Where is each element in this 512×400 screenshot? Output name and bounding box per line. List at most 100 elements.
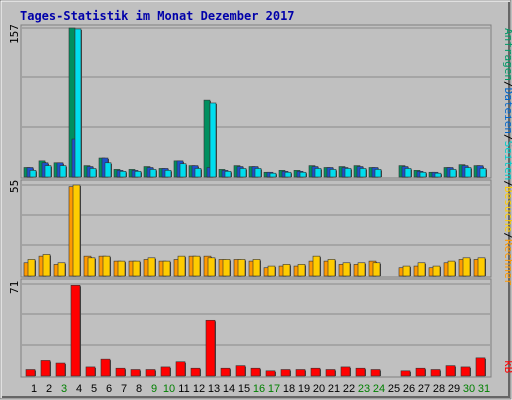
panel-mid-ymax-label: 55 bbox=[8, 180, 21, 193]
bar-seiten-day-8 bbox=[134, 171, 142, 178]
bar-seiten-day-11 bbox=[179, 163, 187, 178]
x-tick-label-day-19: 19 bbox=[298, 383, 310, 395]
bar-kb-day-24 bbox=[370, 369, 381, 377]
x-tick-label-day-2: 2 bbox=[46, 383, 52, 395]
x-tick-label-day-22: 22 bbox=[343, 383, 355, 395]
bar-kb-day-20 bbox=[310, 367, 321, 377]
legend-entry: Anfragen bbox=[502, 28, 512, 81]
bar-seiten-day-14 bbox=[224, 171, 232, 178]
bar-besuche-day-11 bbox=[177, 255, 186, 277]
x-tick-label-day-26: 26 bbox=[403, 383, 415, 395]
panel-kilobytes: 71 kB bbox=[8, 278, 512, 378]
x-tick-label-day-14: 14 bbox=[223, 383, 235, 395]
x-tick-label-day-5: 5 bbox=[91, 383, 97, 395]
panel-bot-area bbox=[20, 278, 492, 378]
bar-besuche-day-2 bbox=[42, 254, 51, 277]
bar-besuche-day-20 bbox=[312, 255, 321, 277]
x-tick-label-day-17: 17 bbox=[268, 383, 280, 395]
bar-seiten-day-27 bbox=[419, 171, 427, 178]
bar-besuche-day-26 bbox=[402, 265, 411, 277]
panel-bot-ymax-label: 71 bbox=[8, 281, 21, 294]
bar-kb-day-26 bbox=[400, 370, 411, 377]
bar-kb-day-8 bbox=[130, 369, 141, 377]
bar-besuche-day-5 bbox=[87, 257, 96, 277]
bar-besuche-day-9 bbox=[147, 257, 156, 277]
bar-seiten-day-31 bbox=[479, 168, 487, 178]
bar-besuche-day-24 bbox=[372, 262, 381, 277]
legend-entry: / bbox=[502, 180, 512, 187]
bar-kb-day-15 bbox=[235, 365, 246, 377]
bar-seiten-day-18 bbox=[284, 171, 292, 178]
bar-kb-day-29 bbox=[445, 365, 456, 377]
panel-top-legend: Anfragen/Dateien/Seiten/ bbox=[502, 28, 512, 187]
bar-kb-day-3 bbox=[55, 362, 66, 377]
bar-seiten-day-5 bbox=[89, 168, 97, 178]
bar-seiten-day-29 bbox=[449, 169, 457, 178]
panel-bot-bars bbox=[25, 284, 486, 377]
legend-entry: / bbox=[502, 81, 512, 88]
bar-kb-day-9 bbox=[145, 369, 156, 377]
x-axis-day-labels: 1 2 3 4 5 6 7 8 9 10 11 12 13 14 15 16 17 18 19 20 21 22 23 24 2… bbox=[31, 383, 490, 395]
bar-kb-day-18 bbox=[280, 369, 291, 377]
bar-kb-day-11 bbox=[175, 361, 186, 377]
bar-besuche-day-7 bbox=[117, 260, 126, 277]
x-tick-label-day-3: 3 bbox=[61, 383, 67, 395]
x-tick-label-day-8: 8 bbox=[136, 383, 142, 395]
bar-besuche-day-10 bbox=[162, 260, 171, 277]
bar-kb-day-19 bbox=[295, 369, 306, 377]
bar-kb-day-31 bbox=[475, 357, 486, 377]
x-tick-label-day-31: 31 bbox=[478, 383, 490, 395]
bar-besuche-day-13 bbox=[207, 257, 216, 277]
bar-seiten-day-26 bbox=[404, 168, 412, 178]
bar-besuche-day-18 bbox=[282, 264, 291, 277]
bar-besuche-day-29 bbox=[447, 260, 456, 277]
bar-besuche-day-31 bbox=[477, 257, 486, 277]
legend-entry: / bbox=[502, 134, 512, 141]
x-tick-label-day-6: 6 bbox=[106, 383, 112, 395]
bar-besuche-day-1 bbox=[27, 259, 36, 277]
panel-mid-bars bbox=[23, 184, 486, 277]
bar-besuche-day-27 bbox=[417, 262, 426, 277]
bar-seiten-day-23 bbox=[359, 168, 367, 178]
bar-seiten-day-9 bbox=[149, 169, 157, 178]
bar-seiten-day-30 bbox=[464, 167, 472, 178]
legend-entry: Rechner bbox=[502, 239, 512, 286]
panel-mid-legend: Besuche/Rechner bbox=[502, 186, 512, 286]
panel-top-ymax-label: 157 bbox=[8, 24, 21, 44]
x-tick-label-day-7: 7 bbox=[121, 383, 127, 395]
x-tick-label-day-27: 27 bbox=[418, 383, 430, 395]
x-tick-label-day-18: 18 bbox=[283, 383, 295, 395]
bar-besuche-day-4 bbox=[72, 184, 81, 277]
bar-seiten-day-15 bbox=[239, 168, 247, 178]
legend-entry: Seiten bbox=[502, 141, 512, 181]
bar-anfragen-day-13 bbox=[203, 99, 211, 178]
bar-kb-day-27 bbox=[415, 367, 426, 377]
bar-seiten-day-4 bbox=[74, 28, 82, 178]
x-tick-label-day-4: 4 bbox=[76, 383, 82, 395]
panel-mid-gridlines bbox=[22, 184, 490, 246]
x-tick-label-day-16: 16 bbox=[253, 383, 265, 395]
x-tick-label-day-12: 12 bbox=[193, 383, 205, 395]
bar-besuche-day-15 bbox=[237, 259, 246, 277]
panel-top-area bbox=[20, 24, 492, 179]
bar-besuche-day-30 bbox=[462, 257, 471, 277]
bar-kb-day-12 bbox=[190, 367, 201, 377]
x-tick-label-day-1: 1 bbox=[31, 383, 37, 395]
bar-besuche-day-12 bbox=[192, 255, 201, 277]
legend-entry: Dateien bbox=[502, 88, 512, 134]
bar-kb-day-22 bbox=[340, 366, 351, 377]
bar-besuche-day-22 bbox=[342, 262, 351, 277]
panel-top-bars bbox=[23, 27, 487, 178]
x-tick-label-day-24: 24 bbox=[373, 383, 385, 395]
bar-kb-day-4 bbox=[70, 284, 81, 377]
legend-entry: Besuche bbox=[502, 186, 512, 232]
bar-kb-day-5 bbox=[85, 366, 96, 377]
x-tick-label-day-11: 11 bbox=[178, 383, 189, 395]
bar-kb-day-14 bbox=[220, 367, 231, 377]
x-tick-label-day-20: 20 bbox=[313, 383, 325, 395]
panel-bot-gridlines bbox=[22, 283, 490, 346]
panel-requests-files-pages: 157 Anfragen/Dateien/Seiten/ bbox=[8, 24, 512, 187]
x-tick-label-day-23: 23 bbox=[358, 383, 370, 395]
bar-seiten-day-2 bbox=[44, 165, 52, 178]
legend-entry: / bbox=[502, 232, 512, 239]
